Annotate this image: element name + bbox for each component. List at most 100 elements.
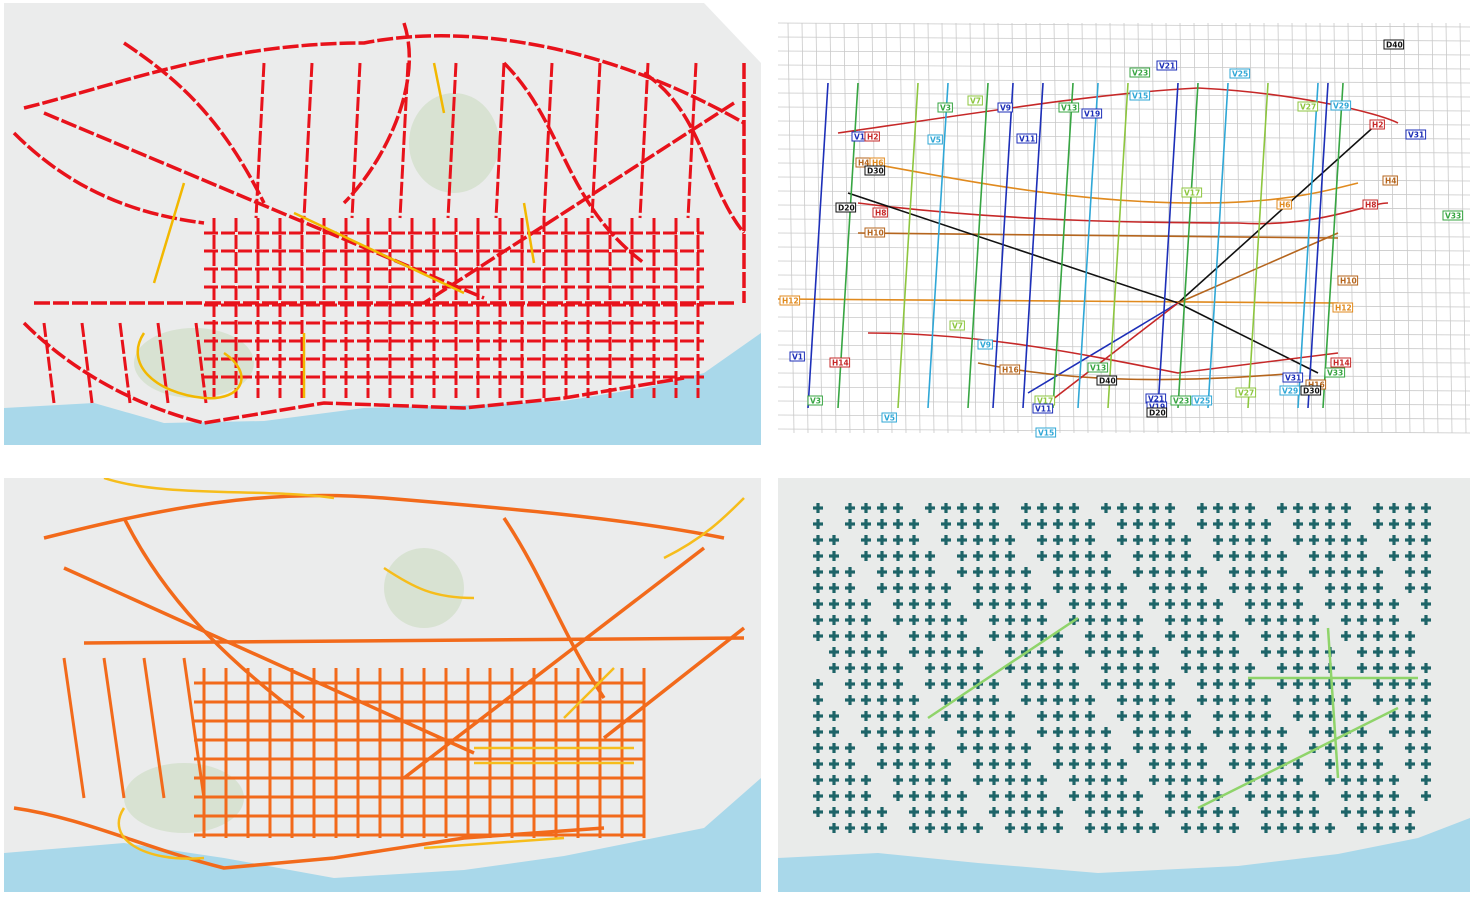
bus-label-box <box>1129 67 1151 78</box>
bus-label-box <box>835 202 857 213</box>
bus-line-label: V15 <box>1038 429 1054 438</box>
bus-line-label: V19 <box>1149 403 1165 412</box>
secondary-roads <box>103 478 745 860</box>
bus-line-label: V5 <box>884 414 895 423</box>
bus-label-box <box>1382 175 1398 186</box>
bus-line-label: D30 <box>867 167 884 176</box>
bus-label-box <box>1279 385 1301 396</box>
bus-label-box <box>1282 372 1304 383</box>
bus-label-box <box>1300 385 1322 396</box>
bus-label-box <box>1369 119 1385 130</box>
bus-line-label: H2 <box>1372 121 1384 130</box>
bus-label-box <box>967 95 983 106</box>
bus-label-box <box>1362 199 1378 210</box>
bus-line-label: H2 <box>867 133 879 142</box>
bus-line-label: V29 <box>1282 387 1298 396</box>
bus-line-label: V21 <box>1148 395 1164 404</box>
bus-line-label: H10 <box>867 229 884 238</box>
bus-line-label: V25 <box>1232 70 1248 79</box>
bus-line-label: H16 <box>1002 366 1019 375</box>
map-panel-street-segments-teal <box>778 478 1470 892</box>
bus-line-label: H8 <box>875 209 887 218</box>
bus-line-routes <box>778 82 1399 409</box>
bus-label-box <box>1081 108 1103 119</box>
main-arterials <box>12 22 746 425</box>
bus-label-box <box>1337 275 1359 286</box>
bus-line-label: H4 <box>858 159 870 168</box>
bus-line-label: H16 <box>1308 381 1325 390</box>
bus-line-label: V21 <box>1159 62 1175 71</box>
bus-label-box <box>1096 375 1118 386</box>
bus-label-box <box>1146 407 1168 418</box>
secondary-roads <box>136 62 536 400</box>
bus-label-box <box>881 412 897 423</box>
map-panel-road-network-red <box>4 3 761 445</box>
bus-label-box <box>1129 90 1151 101</box>
bus-line-label: D20 <box>1149 409 1166 418</box>
bus-label-box <box>997 102 1013 113</box>
bus-label-box <box>1383 39 1405 50</box>
bus-label-box <box>1229 68 1251 79</box>
bus-line-label: V1 <box>854 133 865 142</box>
highlighted-corridors <box>927 616 1418 810</box>
bus-label-box <box>872 207 888 218</box>
bus-line-label: V33 <box>1445 212 1461 221</box>
bus-line-label: H12 <box>782 297 799 306</box>
bus-line-label: H6 <box>872 159 884 168</box>
bus-label-box <box>927 134 943 145</box>
bus-label-box <box>1324 367 1346 378</box>
bus-label-box <box>1170 395 1192 406</box>
bus-line-label: V5 <box>930 136 941 145</box>
bus-line-label: H4 <box>1385 177 1397 186</box>
bus-line-label: V3 <box>940 104 951 113</box>
bus-label-box <box>1058 102 1080 113</box>
bus-label-box <box>1035 427 1057 438</box>
bus-label-box <box>1276 199 1292 210</box>
road-network-orange-map <box>4 478 761 892</box>
street-outline-background <box>778 22 1470 434</box>
bus-label-box <box>1330 100 1352 111</box>
bus-line-label: V23 <box>1132 69 1148 78</box>
bus-label-box <box>864 227 886 238</box>
bus-label-box <box>1405 129 1427 140</box>
bus-line-label: D20 <box>838 204 855 213</box>
bus-line-label: V31 <box>1285 374 1301 383</box>
bus-line-label: V7 <box>970 97 981 106</box>
bus-label-box <box>1330 357 1352 368</box>
bus-label-box <box>1332 302 1354 313</box>
bus-line-label: V3 <box>810 397 821 406</box>
bus-label-box <box>937 102 953 113</box>
bus-line-label: H14 <box>832 359 849 368</box>
bus-label-box <box>1087 362 1109 373</box>
bus-line-label: V33 <box>1327 369 1343 378</box>
bus-line-label: V15 <box>1132 92 1148 101</box>
bus-line-label: V23 <box>1173 397 1189 406</box>
bus-line-label: V9 <box>1000 104 1011 113</box>
bus-line-label: V13 <box>1061 104 1077 113</box>
bus-label-box <box>1191 395 1213 406</box>
map-panel-road-network-orange <box>4 478 761 892</box>
street-segment-crosses <box>813 503 1431 833</box>
road-network-red-map <box>4 3 761 445</box>
bus-label-box <box>1032 403 1054 414</box>
bus-line-label: V27 <box>1238 389 1254 398</box>
bus-line-label: V13 <box>1090 364 1106 373</box>
bus-line-label: V7 <box>952 322 963 331</box>
bus-label-box <box>829 357 851 368</box>
bus-line-label: H8 <box>1365 201 1377 210</box>
street-segments-teal-map <box>778 478 1470 892</box>
bus-label-box <box>977 339 993 350</box>
bus-line-label: D40 <box>1099 377 1116 386</box>
bus-line-label: V11 <box>1019 135 1035 144</box>
bus-label-box <box>1016 133 1038 144</box>
bus-label-box <box>1181 187 1203 198</box>
sea-area <box>778 818 1470 892</box>
bus-line-label: V17 <box>1037 397 1053 406</box>
bus-line-label: D40 <box>1386 41 1403 50</box>
bus-line-label: H6 <box>1279 201 1291 210</box>
bus-label-box <box>999 364 1021 375</box>
bus-line-label: V17 <box>1184 189 1200 198</box>
bus-label-box <box>1442 210 1464 221</box>
sea-area <box>4 333 761 445</box>
